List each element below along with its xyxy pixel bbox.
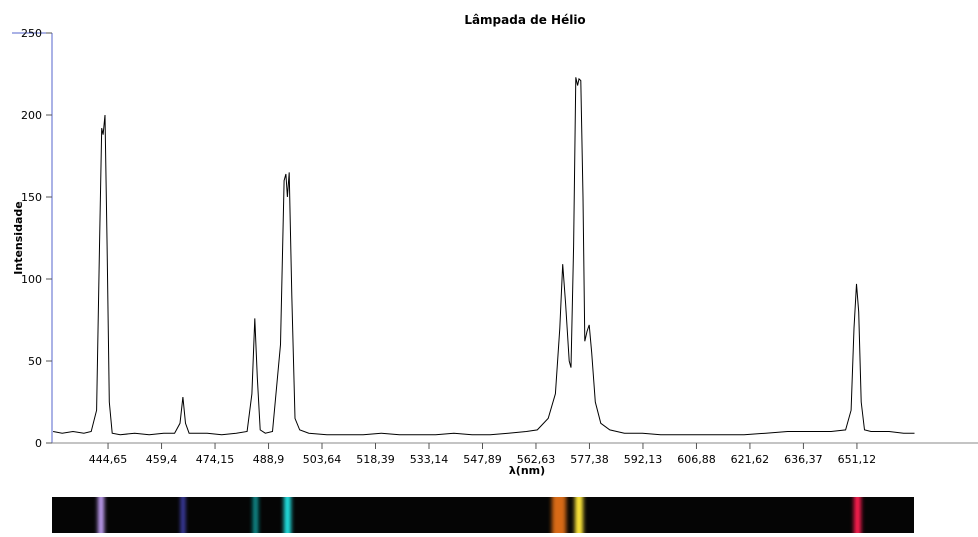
y-tick-label: 50 [28, 355, 42, 368]
chart-title: Lâmpada de Hélio [464, 13, 585, 27]
x-tick-label: 621,62 [731, 453, 770, 466]
y-tick-label: 250 [21, 27, 42, 40]
y-tick-label: 100 [21, 273, 42, 286]
x-tick-label: 444,65 [89, 453, 128, 466]
y-tick-label: 0 [35, 437, 42, 450]
x-axis-label: λ(nm) [509, 464, 545, 477]
x-tick-label: 577,38 [570, 453, 609, 466]
spectrum-strip [52, 497, 914, 533]
x-tick-label: 592,13 [624, 453, 663, 466]
x-tick-label: 651,12 [838, 453, 877, 466]
y-tick-label: 200 [21, 109, 42, 122]
x-tick-label: 606,88 [677, 453, 716, 466]
y-axis-label: Intensidade [12, 201, 25, 274]
x-tick-label: 474,15 [196, 453, 235, 466]
x-tick-label: 547,89 [463, 453, 502, 466]
y-tick-label: 150 [21, 191, 42, 204]
x-tick-label: 562,63 [517, 453, 556, 466]
x-tick-label: 488,9 [253, 453, 285, 466]
x-tick-label: 459,4 [146, 453, 178, 466]
x-tick-label: 503,64 [303, 453, 342, 466]
x-tick-label: 636,37 [784, 453, 823, 466]
x-tick-label: 518,39 [356, 453, 395, 466]
x-tick-label: 533,14 [410, 453, 449, 466]
spectrum-line [53, 77, 915, 436]
